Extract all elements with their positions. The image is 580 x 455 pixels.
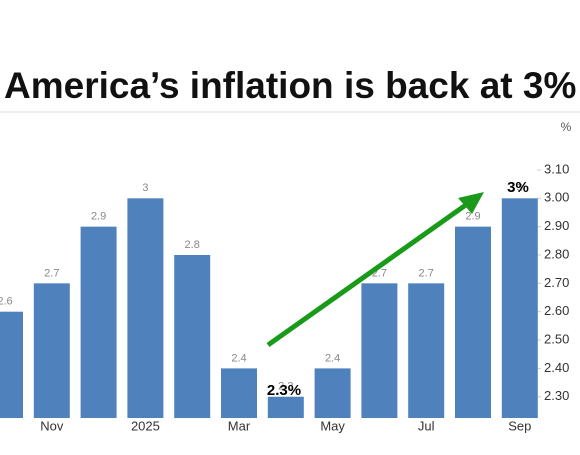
value-label: 2.7 xyxy=(44,267,59,279)
y-unit: % xyxy=(561,120,572,134)
y-tick-label: 3.00 xyxy=(544,190,569,205)
y-tick-label: 2.30 xyxy=(544,388,569,403)
value-label: 3 xyxy=(517,182,523,194)
bar xyxy=(0,311,23,418)
bar xyxy=(221,368,257,418)
x-tick-label: May xyxy=(320,418,345,433)
y-tick-label: 2.80 xyxy=(544,246,569,261)
bar xyxy=(455,226,491,418)
trend-arrow xyxy=(266,199,472,348)
bar xyxy=(314,368,351,418)
y-tick-label: 2.50 xyxy=(544,331,569,346)
y-tick-label: 2.40 xyxy=(544,360,569,375)
y-tick-label: 2.70 xyxy=(544,275,569,290)
value-label: 2.9 xyxy=(465,211,480,223)
value-label: 2.9 xyxy=(91,211,106,223)
x-tick-label: Sep xyxy=(508,418,531,433)
value-label: 2.3 xyxy=(278,381,293,393)
bar xyxy=(127,198,164,418)
annotation: 2.3% xyxy=(267,382,301,399)
x-tick-label: Mar xyxy=(228,418,251,433)
bar xyxy=(80,226,117,418)
arrow-head xyxy=(458,192,484,214)
chart-title: America’s inflation is back at 3% xyxy=(4,65,576,106)
bar xyxy=(501,198,538,418)
y-tick-label: 2.60 xyxy=(544,303,569,318)
y-tick-label: 2.90 xyxy=(544,218,569,233)
bar xyxy=(408,283,445,418)
y-tick-label: 3.10 xyxy=(544,161,569,176)
value-label: 2.7 xyxy=(419,267,434,279)
bar xyxy=(361,283,398,418)
value-label: 2.6 xyxy=(0,296,13,308)
plot: 2.30 2.40 2.50 2.60 2.70 2.80 2.90 3.00 3.10 2.6 2… xyxy=(0,161,569,433)
bar xyxy=(33,283,70,418)
value-label: 3 xyxy=(142,182,148,194)
x-tick-label: Nov xyxy=(40,418,64,433)
annotation: 3% xyxy=(507,179,529,196)
x-tick-label: Jul xyxy=(418,418,435,433)
bar xyxy=(267,396,304,418)
x-tick-label: 2025 xyxy=(131,418,160,433)
value-label: 2.8 xyxy=(185,239,200,251)
bar xyxy=(174,255,211,418)
value-label: 2.4 xyxy=(325,352,340,364)
value-label: 2.4 xyxy=(231,352,246,364)
